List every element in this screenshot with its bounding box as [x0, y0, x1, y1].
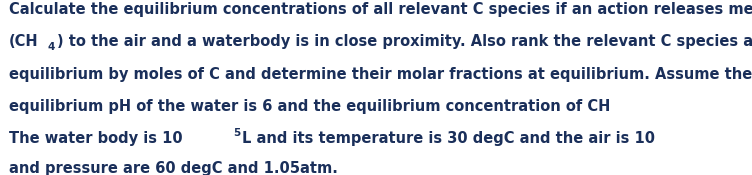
Text: 5: 5: [233, 128, 241, 138]
Text: and pressure are 60 degC and 1.05atm.: and pressure are 60 degC and 1.05atm.: [9, 161, 338, 175]
Text: equilibrium by moles of C and determine their molar fractions at equilibrium. As: equilibrium by moles of C and determine …: [9, 67, 752, 82]
Text: Calculate the equilibrium concentrations of all relevant C species if an action : Calculate the equilibrium concentrations…: [9, 2, 752, 17]
Text: equilibrium pH of the water is 6 and the equilibrium concentration of CH: equilibrium pH of the water is 6 and the…: [9, 99, 611, 114]
Text: 4: 4: [47, 42, 55, 52]
Text: (CH: (CH: [9, 34, 38, 49]
Text: The water body is 10: The water body is 10: [9, 131, 183, 146]
Text: ) to the air and a waterbody is in close proximity. Also rank the relevant C spe: ) to the air and a waterbody is in close…: [56, 34, 752, 49]
Text: L and its temperature is 30 degC and the air is 10: L and its temperature is 30 degC and the…: [242, 131, 656, 146]
